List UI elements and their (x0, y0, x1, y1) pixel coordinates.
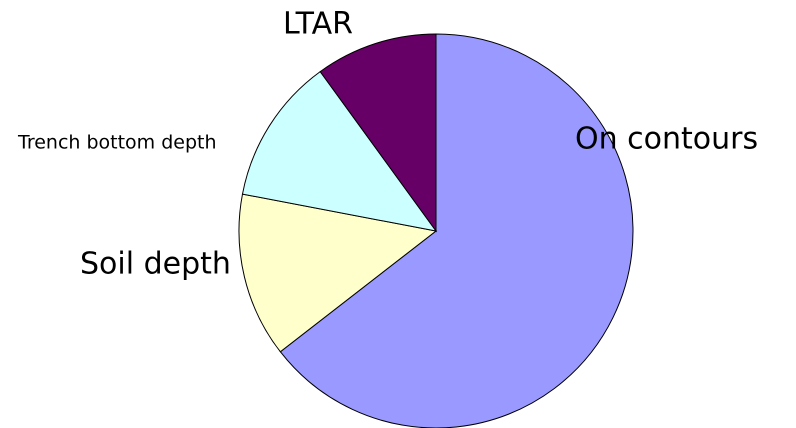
pie-slice (238, 193, 438, 353)
pie-slice (241, 70, 438, 232)
pie-slice (319, 33, 437, 233)
slice-label: Trench bottom depth (17, 132, 217, 154)
slice-label: On contours (575, 122, 758, 157)
pie-slice (279, 33, 634, 428)
slice-label: Soil depth (80, 247, 231, 282)
slice-label: LTAR (283, 7, 353, 42)
